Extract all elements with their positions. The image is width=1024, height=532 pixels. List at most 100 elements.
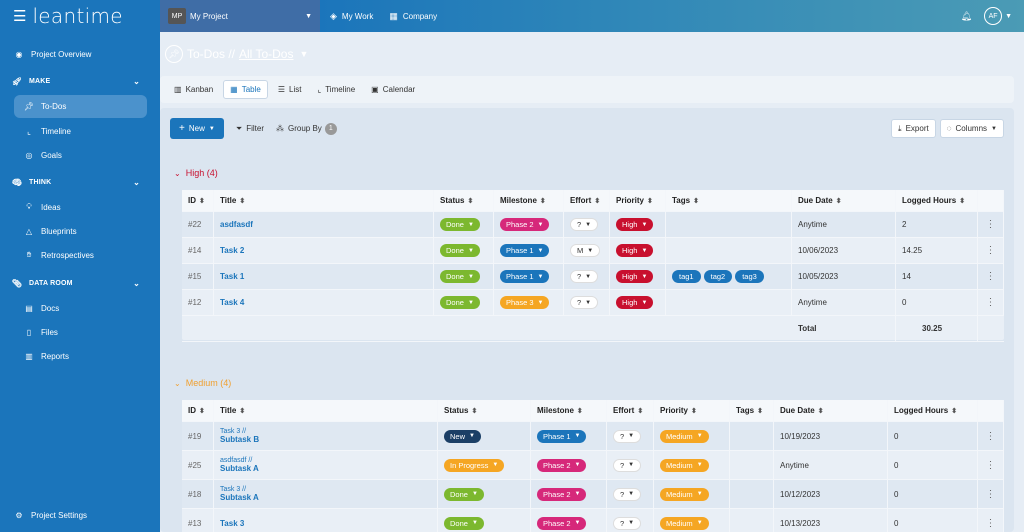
cell-status[interactable]: Done ▼ [434, 212, 494, 237]
group-header-high[interactable]: ⌄ High (4) [174, 168, 218, 178]
due-date[interactable]: 10/05/2023 [798, 272, 839, 281]
table-row[interactable]: #14 Task 2 Done ▼ Phase 1 ▼ M ▼ High ▼ 10/06/2023 1… [182, 238, 1004, 264]
cell-due[interactable]: Anytime [774, 451, 888, 479]
header-milestone[interactable]: Milestone ⬍ [494, 190, 564, 211]
effort-dropdown[interactable]: ? ▼ [613, 516, 642, 530]
cell-due[interactable]: 10/05/2023 [792, 264, 896, 289]
table-row[interactable]: #19 Task 3 //Subtask B New ▼ Phase 1 ▼? ▼ Mediu… [182, 422, 1004, 451]
cell-logged[interactable]: 0 [888, 422, 978, 450]
cell-milestone[interactable]: Phase 2 ▼ [494, 212, 564, 237]
cell-status[interactable]: Done ▼ [438, 480, 531, 508]
parent-task-link[interactable]: Task 3 // [220, 486, 247, 493]
cell-menu[interactable]: ⋮ [978, 480, 1004, 508]
cell-effort[interactable]: ? ▼ [607, 509, 654, 532]
export-button[interactable]: ⤓ Export [891, 119, 936, 138]
kebab-menu-icon[interactable]: ⋮ [985, 297, 996, 308]
sidebar-item-ideas[interactable]: 💡︎ Ideas [0, 200, 160, 214]
milestone-dropdown[interactable]: Phase 1 ▼ [537, 429, 587, 443]
cell-due[interactable]: 10/06/2023 [792, 238, 896, 263]
header-title[interactable]: Title ⬍ [214, 400, 438, 421]
table-row[interactable]: #25 asdfasdf //Subtask A In Progress ▼ Phase… [182, 451, 1004, 480]
table-row[interactable]: #13 Task 3 Done ▼ Phase 2 ▼? ▼ Medium ▼ 10/13/202… [182, 509, 1004, 532]
cell-status[interactable]: Done ▼ [434, 264, 494, 289]
cell-menu[interactable]: ⋮ [978, 212, 1004, 237]
kebab-menu-icon[interactable]: ⋮ [985, 219, 996, 230]
tag-badge[interactable]: tag1 [672, 270, 701, 283]
cell-milestone[interactable]: Phase 3 ▼ [494, 290, 564, 315]
cell-status[interactable]: Done ▼ [434, 238, 494, 263]
task-title-link[interactable]: Subtask A [220, 493, 259, 502]
milestone-dropdown[interactable]: Phase 1 ▼ [500, 270, 550, 283]
due-date[interactable]: 10/19/2023 [780, 431, 821, 441]
filter-button[interactable]: ⏷ Filter [236, 124, 264, 134]
sidebar-item-reports[interactable]: ▥ Reports [0, 349, 160, 363]
nav-company[interactable]: ▦ Company [389, 11, 437, 22]
caret-down-icon[interactable]: ▼ [1005, 12, 1012, 20]
header-logged[interactable]: Logged Hours ⬍ [896, 190, 978, 211]
priority-dropdown[interactable]: High ▼ [616, 218, 654, 231]
header-id[interactable]: ID ⬍ [182, 400, 214, 421]
group-header-medium[interactable]: ⌄ Medium (4) [174, 378, 231, 388]
header-effort[interactable]: Effort ⬍ [607, 400, 654, 421]
sidebar-item-retrospectives[interactable]: ✋︎ Retrospectives [0, 248, 160, 262]
due-date[interactable]: 10/06/2023 [798, 246, 839, 255]
cell-status[interactable]: Done ▼ [438, 509, 531, 532]
cell-effort[interactable]: ? ▼ [564, 264, 610, 289]
sidebar-section-think[interactable]: 🧠︎ THINK ⌄ [0, 175, 160, 189]
cell-logged[interactable]: 14.25 [896, 238, 978, 263]
user-avatar[interactable]: AF [984, 7, 1003, 25]
priority-dropdown[interactable]: Medium ▼ [660, 487, 709, 501]
priority-dropdown[interactable]: High ▼ [616, 296, 654, 309]
task-title-link[interactable]: Task 3 [220, 518, 245, 528]
priority-dropdown[interactable]: High ▼ [616, 244, 654, 257]
header-tags[interactable]: Tags ⬍ [666, 190, 792, 211]
cell-menu[interactable]: ⋮ [978, 451, 1004, 479]
header-status[interactable]: Status ⬍ [438, 400, 531, 421]
columns-button[interactable]: ◌ Columns ▼ [939, 119, 1004, 138]
due-date[interactable]: 10/13/2023 [780, 518, 821, 528]
cell-title[interactable]: asdfasdf [214, 212, 434, 237]
milestone-dropdown[interactable]: Phase 2 ▼ [537, 458, 587, 472]
effort-dropdown[interactable]: M ▼ [570, 244, 601, 257]
header-effort[interactable]: Effort ⬍ [564, 190, 610, 211]
cell-logged[interactable]: 0 [888, 509, 978, 532]
tab-kanban[interactable]: ▥ Kanban [168, 80, 219, 99]
cell-title[interactable]: Task 3 [214, 509, 438, 532]
status-dropdown[interactable]: Done ▼ [440, 296, 480, 309]
cell-milestone[interactable]: Phase 2 ▼ [531, 509, 607, 532]
priority-dropdown[interactable]: Medium ▼ [660, 516, 709, 530]
sidebar-item-project-settings[interactable]: ⚙︎ Project Settings [0, 508, 160, 522]
table-row[interactable]: #12 Task 4 Done ▼ Phase 3 ▼? ▼ High ▼ Anytime 0 ⋮ [182, 290, 1004, 316]
cell-priority[interactable]: Medium ▼ [654, 451, 730, 479]
hamburger-menu-icon[interactable]: ☰ [13, 7, 27, 25]
cell-milestone[interactable]: Phase 1 ▼ [494, 238, 564, 263]
cell-priority[interactable]: Medium ▼ [654, 480, 730, 508]
due-date[interactable]: Anytime [798, 220, 827, 229]
cell-priority[interactable]: High ▼ [610, 212, 666, 237]
parent-task-link[interactable]: asdfasdf // [220, 457, 253, 464]
cell-logged[interactable]: 0 [888, 451, 978, 479]
status-dropdown[interactable]: Done ▼ [444, 516, 484, 530]
sidebar-section-make[interactable]: 🚀︎ MAKE ⌄ [0, 74, 160, 88]
cell-effort[interactable]: M ▼ [564, 238, 610, 263]
group-by-button[interactable]: ⁂ Group By 1 [276, 122, 337, 135]
cell-logged[interactable]: 0 [888, 480, 978, 508]
cell-milestone[interactable]: Phase 2 ▼ [531, 451, 607, 479]
priority-dropdown[interactable]: High ▼ [616, 270, 654, 283]
tab-timeline[interactable]: ⌞ Timeline [311, 80, 361, 99]
cell-title[interactable]: asdfasdf //Subtask A [214, 451, 438, 479]
cell-milestone[interactable]: Phase 1 ▼ [531, 422, 607, 450]
cell-tags[interactable] [730, 480, 774, 508]
cell-tags[interactable] [730, 509, 774, 532]
tab-table[interactable]: ▦ Table [223, 80, 268, 99]
parent-task-link[interactable]: Task 3 // [220, 428, 247, 435]
cell-tags[interactable] [730, 422, 774, 450]
cell-due[interactable]: 10/19/2023 [774, 422, 888, 450]
cell-priority[interactable]: High ▼ [610, 238, 666, 263]
cell-effort[interactable]: ? ▼ [564, 212, 610, 237]
nav-my-work[interactable]: ◈ My Work [330, 11, 373, 22]
task-title-link[interactable]: Subtask B [220, 435, 260, 444]
priority-dropdown[interactable]: Medium ▼ [660, 458, 709, 472]
cell-title[interactable]: Task 2 [214, 238, 434, 263]
task-title-link[interactable]: Task 1 [220, 272, 245, 281]
